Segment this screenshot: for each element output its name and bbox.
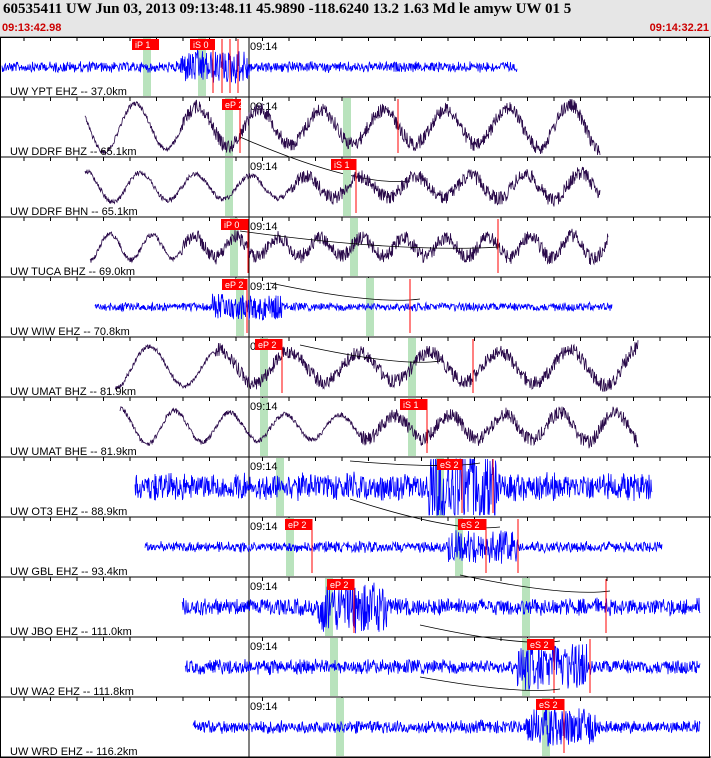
phase-window-band	[542, 698, 550, 756]
trace-row[interactable]: 09:14 eS 2 UW WA2 EHZ -- 111.8km	[0, 624, 711, 698]
minute-label: 09:14	[250, 521, 278, 533]
pick-marker[interactable]	[221, 219, 248, 230]
station-label: UW UMAT BHE -- 81.9km	[10, 446, 137, 458]
trace-row[interactable]: 09:14 iP 1 iS 0 UW YPT EHZ -- 37.0km	[0, 37, 711, 98]
minute-label: 09:14	[250, 221, 278, 233]
start-time-label: 09:13:42.98	[2, 22, 62, 34]
minute-label: 09:14	[250, 461, 278, 473]
station-label: UW OT3 EHZ -- 88.9km	[10, 506, 127, 518]
phase-window-band	[408, 338, 416, 396]
phase-window-band	[230, 218, 238, 276]
station-label: UW DDRF BHN -- 65.1km	[10, 206, 138, 218]
pick-label: eP 2	[225, 100, 243, 110]
waveform-trace	[89, 228, 609, 266]
phase-window-band	[343, 98, 351, 156]
pick-marker[interactable]	[285, 519, 312, 530]
waveform-trace	[181, 581, 701, 634]
waveform-trace	[184, 643, 701, 690]
station-label: UW YPT EHZ -- 37.0km	[10, 86, 127, 98]
trace-row[interactable]: 09:14 eP 2 eS 2 UW GBL EHZ -- 93.4km	[0, 498, 711, 578]
waveform-trace	[84, 98, 601, 156]
pick-label: eP 2	[258, 340, 276, 350]
phase-window-band	[225, 98, 233, 156]
pick-label: eS 2	[530, 640, 549, 650]
seismogram-panel[interactable]: 09:14 iP 1 iS 0 UW YPT EHZ -- 37.0km 09:14 eP…	[0, 37, 711, 758]
pick-marker[interactable]	[222, 279, 247, 290]
minute-label: 09:14	[250, 401, 278, 413]
waveform-trace	[192, 708, 701, 747]
trace-row[interactable]: 09:14 iP 0 UW TUCA BHZ -- 69.0km	[0, 217, 711, 278]
trace-row[interactable]: 09:14 eS 2 UW OT3 EHZ -- 88.9km	[0, 457, 711, 518]
pick-marker[interactable]	[536, 699, 564, 710]
minute-label: 09:14	[250, 41, 278, 53]
pick-marker[interactable]	[527, 639, 554, 650]
station-label: UW TUCA BHZ -- 69.0km	[10, 266, 135, 278]
pick-marker[interactable]	[132, 39, 159, 50]
pick-marker[interactable]	[437, 459, 462, 470]
trace-row[interactable]: 09:14 eP 2 UW WIW EHZ -- 70.8km	[0, 277, 711, 338]
pick-marker[interactable]	[222, 99, 241, 110]
pick-marker[interactable]	[255, 339, 282, 350]
trace-row[interactable]: 09:14 eP 2 UW JBO EHZ -- 111.0km	[0, 574, 711, 638]
station-label: UW DDRF BHZ -- 65.1km	[10, 146, 137, 158]
phase-window-band	[522, 578, 530, 636]
waveform-trace	[144, 530, 663, 564]
station-label: UW WA2 EHZ -- 111.8km	[10, 686, 134, 698]
event-header: 60535411 UW Jun 03, 2013 09:13:48.11 45.…	[0, 0, 711, 37]
waveform-trace	[114, 340, 639, 392]
trace-row[interactable]: 09:14 eS 2 UW WRD EHZ -- 116.2km	[0, 676, 711, 758]
phase-window-band	[343, 158, 351, 216]
trace-row[interactable]: 09:14 eP 2 UW DDRF BHZ -- 65.1km	[0, 97, 711, 182]
phase-window-band	[260, 398, 268, 456]
phase-window-band	[336, 698, 344, 756]
moveout-curve	[239, 136, 411, 182]
waveform-trace	[1, 49, 518, 84]
pick-label: iS 1	[403, 400, 419, 410]
pick-marker[interactable]	[327, 579, 354, 590]
minute-label: 09:14	[250, 161, 278, 173]
event-title: 60535411 UW Jun 03, 2013 09:13:48.11 45.…	[3, 1, 572, 17]
station-label: UW JBO EHZ -- 111.0km	[10, 626, 132, 638]
trace-row[interactable]: 09:14 iS 1 UW DDRF BHN -- 65.1km	[0, 157, 711, 218]
pick-marker[interactable]	[400, 399, 427, 410]
minute-label: 09:14	[250, 581, 278, 593]
pick-marker[interactable]	[190, 39, 215, 50]
moveout-curve	[299, 344, 441, 363]
phase-window-band	[260, 338, 268, 396]
pick-label: eP 2	[225, 280, 243, 290]
moveout-curve	[349, 460, 481, 466]
waveform-trace	[119, 405, 639, 449]
end-time-label: 09:14:32.21	[649, 22, 709, 34]
pick-label: eP 2	[288, 520, 306, 530]
waveform-trace	[94, 293, 613, 321]
trace-row[interactable]: 09:14 iS 1 UW UMAT BHE -- 81.9km	[0, 397, 711, 458]
pick-label: eS 2	[440, 460, 459, 470]
minute-label: 09:14	[250, 641, 278, 653]
phase-window-band	[225, 158, 233, 216]
moveout-curve	[349, 498, 501, 529]
moveout-curve	[269, 282, 421, 301]
pick-label: eS 2	[539, 700, 558, 710]
station-label: UW GBL EHZ -- 93.4km	[10, 566, 128, 578]
pick-label: iP 1	[135, 40, 150, 50]
moveout-curve	[419, 676, 561, 691]
pick-label: iS 0	[193, 40, 209, 50]
pick-label: iS 1	[334, 160, 350, 170]
pick-label: iP 0	[224, 220, 239, 230]
station-label: UW UMAT BHZ -- 81.9km	[10, 386, 136, 398]
waveform-trace	[84, 166, 601, 207]
pick-marker[interactable]	[458, 519, 486, 530]
station-label: UW WRD EHZ -- 116.2km	[10, 746, 138, 758]
pick-label: eS 2	[461, 520, 480, 530]
minute-label: 09:14	[250, 281, 278, 293]
waveform-trace	[134, 458, 653, 516]
pick-marker[interactable]	[331, 159, 356, 170]
minute-label: 09:14	[250, 701, 278, 713]
moveout-curve	[239, 230, 501, 249]
station-label: UW WIW EHZ -- 70.8km	[10, 326, 130, 338]
moveout-curve	[459, 574, 611, 593]
pick-label: eP 2	[330, 580, 348, 590]
